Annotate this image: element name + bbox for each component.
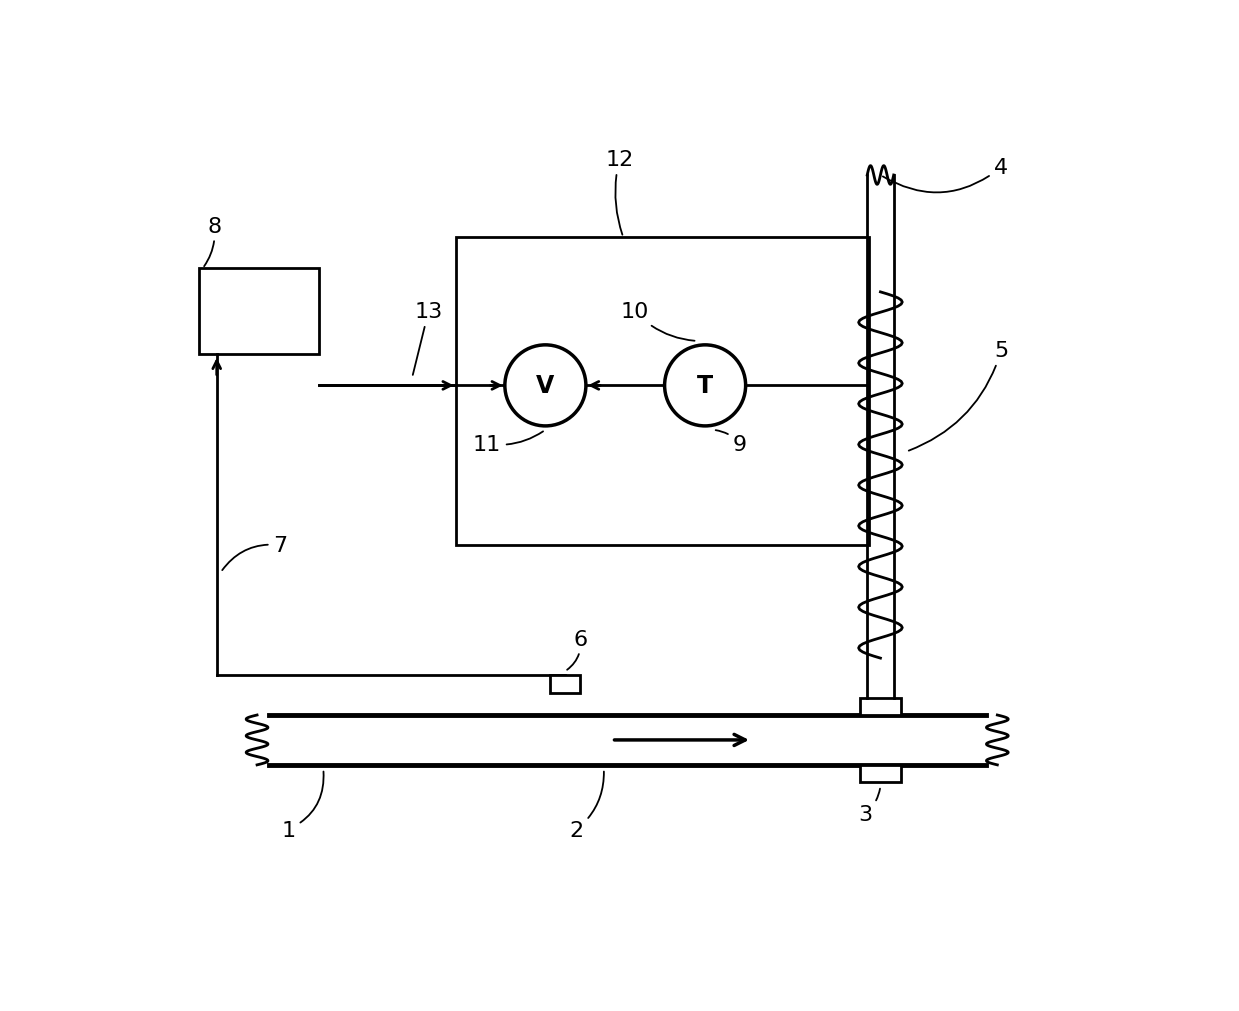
Text: 10: 10 (621, 302, 695, 342)
Text: 12: 12 (606, 151, 633, 236)
Text: 13: 13 (413, 302, 442, 375)
Text: 3: 3 (857, 789, 880, 824)
Text: 2: 2 (570, 771, 603, 840)
Text: 6: 6 (567, 629, 587, 670)
Bar (860, 699, 901, 716)
Bar (456, 238, 869, 546)
Text: 5: 5 (908, 341, 1009, 451)
Text: 8: 8 (204, 216, 222, 267)
Text: 7: 7 (222, 536, 287, 570)
Text: 9: 9 (716, 431, 747, 454)
Text: 1: 1 (281, 771, 323, 840)
Circle shape (664, 346, 746, 427)
Bar (860, 765, 901, 783)
Circle shape (504, 346, 586, 427)
Text: 11: 11 (473, 432, 543, 454)
Text: V: V (536, 374, 555, 398)
Bar (550, 675, 580, 694)
Bar (198, 269, 320, 355)
Text: 4: 4 (883, 158, 1009, 193)
Text: T: T (698, 374, 714, 398)
